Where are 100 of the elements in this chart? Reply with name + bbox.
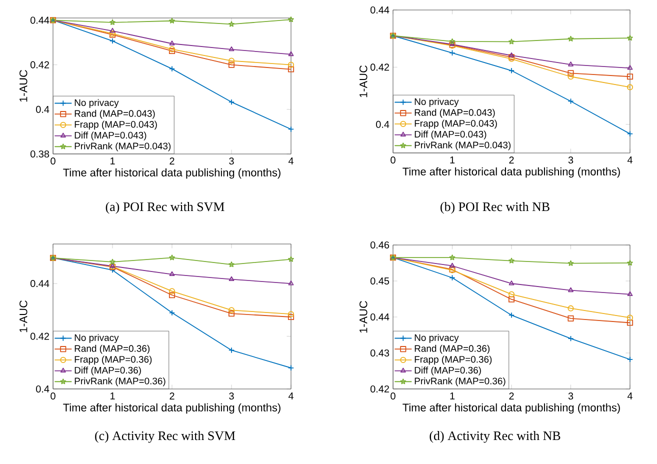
y-tick-label: 0.44 bbox=[370, 313, 390, 321]
point bbox=[168, 66, 176, 72]
x-tick-label: 1 bbox=[450, 392, 455, 400]
point bbox=[450, 262, 455, 268]
y-tick-label: 0.42 bbox=[30, 332, 49, 340]
y-tick-label: 0.4 bbox=[376, 120, 390, 128]
legend-label: No privacy bbox=[414, 98, 459, 107]
legend-label: Frapp (MAP=0.043) bbox=[414, 120, 497, 129]
x-tick-label: 2 bbox=[170, 158, 174, 164]
point bbox=[449, 274, 456, 281]
y-tick-label: 0.44 bbox=[30, 280, 50, 288]
point bbox=[626, 74, 634, 80]
y-tick-label: 0.44 bbox=[30, 16, 50, 24]
y-axis-title: 1-AUC bbox=[360, 65, 368, 98]
text: (c) Activity Rec with SVM bbox=[95, 431, 236, 443]
x-axis-title: Time after historical data publishing (months) bbox=[63, 403, 280, 414]
point bbox=[568, 62, 574, 66]
legend-label: Rand (MAP=0.36) bbox=[414, 344, 490, 354]
point bbox=[508, 68, 515, 74]
point bbox=[568, 70, 574, 76]
point bbox=[110, 28, 116, 33]
legend-label: Frapp (MAP=0.043) bbox=[74, 120, 157, 130]
point bbox=[568, 260, 574, 266]
x-tick-label: 0 bbox=[390, 392, 396, 400]
point bbox=[110, 258, 116, 264]
legend-label: PrivRank (MAP=0.36) bbox=[74, 377, 166, 386]
x-tick-label: 4 bbox=[288, 158, 294, 164]
legend-label: PrivRank (MAP=0.043) bbox=[74, 142, 171, 152]
legend-label: PrivRank (MAP=0.36) bbox=[414, 377, 506, 386]
point bbox=[568, 74, 574, 80]
point bbox=[228, 46, 234, 52]
point bbox=[228, 347, 235, 354]
x-tick-label: 1 bbox=[110, 158, 115, 164]
point bbox=[508, 52, 514, 58]
x-axis-title: Time after historical data publishing (months) bbox=[402, 167, 620, 178]
point bbox=[508, 258, 514, 264]
x-tick-label: 0 bbox=[50, 392, 56, 400]
y-tick-label: 0.38 bbox=[30, 150, 50, 158]
y-tick-label: 0.44 bbox=[370, 6, 390, 14]
point bbox=[449, 38, 456, 44]
x-tick-label: 3 bbox=[568, 156, 574, 164]
point bbox=[508, 296, 515, 302]
point bbox=[449, 254, 456, 260]
legend-label: Diff (MAP=0.36) bbox=[414, 366, 481, 376]
y-tick-label: 0.4 bbox=[36, 385, 50, 393]
point bbox=[228, 62, 235, 68]
point bbox=[288, 66, 294, 72]
point bbox=[228, 58, 235, 64]
point bbox=[228, 21, 234, 27]
point bbox=[168, 288, 176, 294]
point bbox=[169, 254, 175, 260]
point bbox=[109, 38, 116, 44]
point bbox=[168, 310, 176, 316]
legend-label: Rand (MAP=0.043) bbox=[74, 110, 155, 119]
x-tick-label: 2 bbox=[509, 392, 514, 400]
point bbox=[568, 336, 574, 342]
y-tick-label: 0.45 bbox=[370, 277, 390, 285]
point bbox=[228, 276, 234, 282]
point bbox=[228, 310, 235, 317]
x-tick-label: 1 bbox=[110, 392, 115, 400]
legend-label: Diff (MAP=0.043) bbox=[74, 132, 146, 140]
legend-label: Frapp (MAP=0.36) bbox=[74, 356, 152, 365]
legend-label: No privacy bbox=[74, 99, 119, 108]
x-tick-label: 3 bbox=[568, 392, 574, 400]
x-tick-label: 2 bbox=[170, 392, 174, 400]
y-axis-title: 1-AUC bbox=[20, 70, 28, 102]
point bbox=[169, 40, 175, 46]
legend-label: Diff (MAP=0.043) bbox=[414, 130, 486, 140]
x-tick-label: 4 bbox=[627, 156, 632, 164]
legend-label: Rand (MAP=0.36) bbox=[74, 344, 150, 354]
point bbox=[449, 50, 456, 56]
legend-label: PrivRank (MAP=0.043) bbox=[414, 141, 511, 150]
x-tick-label: 4 bbox=[288, 392, 294, 400]
point bbox=[168, 292, 176, 298]
text: (d) Activity Rec with NB bbox=[430, 431, 560, 443]
x-tick-label: 0 bbox=[390, 156, 396, 164]
point bbox=[568, 315, 574, 322]
y-axis-title: 1-AUC bbox=[20, 300, 28, 332]
x-tick-label: 1 bbox=[450, 156, 455, 164]
y-tick-label: 0.42 bbox=[370, 64, 389, 71]
y-tick-label: 0.43 bbox=[370, 349, 390, 357]
x-axis-title: Time after historical data publishing (months) bbox=[63, 168, 280, 179]
point bbox=[228, 99, 235, 106]
x-tick-label: 4 bbox=[627, 392, 632, 400]
y-tick-label: 0.42 bbox=[370, 385, 389, 393]
y-tick-label: 0.46 bbox=[370, 241, 390, 249]
point bbox=[508, 291, 515, 298]
legend-label: No privacy bbox=[414, 334, 459, 343]
point bbox=[169, 271, 175, 276]
text: (a) POI Rec with SVM bbox=[106, 202, 224, 214]
text: (b) POI Rec with NB bbox=[440, 202, 550, 214]
x-tick-label: 2 bbox=[509, 156, 514, 164]
y-tick-label: 0.42 bbox=[30, 61, 49, 68]
legend-label: Rand (MAP=0.043) bbox=[414, 108, 495, 118]
point bbox=[568, 36, 574, 42]
point bbox=[568, 287, 574, 292]
point bbox=[508, 312, 515, 318]
point bbox=[228, 307, 235, 314]
point bbox=[508, 38, 514, 44]
x-tick-label: 3 bbox=[229, 392, 234, 400]
